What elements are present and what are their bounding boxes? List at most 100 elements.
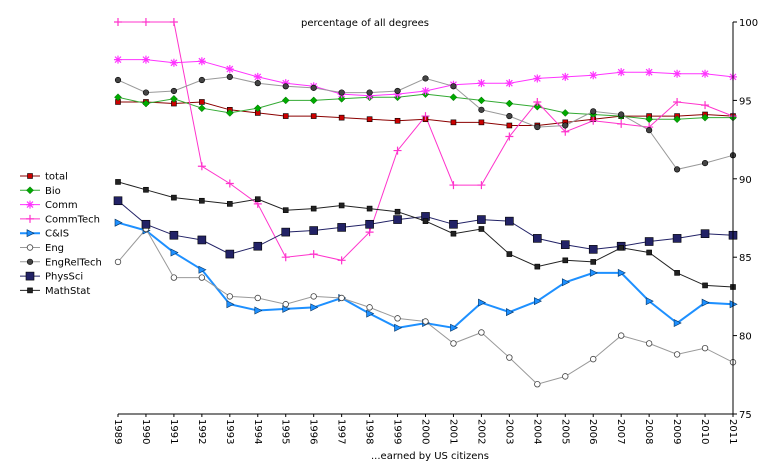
data-point: [673, 319, 682, 328]
y-tick-label: 80: [739, 332, 752, 343]
legend-marker: [26, 214, 34, 223]
data-point: [449, 93, 458, 102]
data-point: [281, 253, 290, 262]
y-axis: 75 80 85 90 95 100: [732, 18, 758, 421]
legend-marker: [25, 271, 35, 281]
data-point: [338, 89, 345, 96]
data-point: [338, 202, 345, 209]
data-point: [618, 244, 624, 251]
data-point: [310, 303, 319, 312]
data-point: [394, 87, 401, 95]
data-point: [646, 127, 653, 134]
x-tick-label: 2009: [671, 419, 682, 444]
data-point: [673, 351, 681, 358]
data-point: [226, 300, 235, 309]
legend-marker: [26, 244, 34, 251]
x-axis-label: ...earned by US citizens: [371, 451, 489, 462]
data-point: [282, 207, 289, 213]
data-point: [115, 179, 121, 185]
data-point: [142, 99, 150, 108]
data-point: [533, 74, 542, 83]
series-line-eng: [117, 228, 734, 385]
data-point: [701, 344, 709, 352]
data-point: [673, 115, 681, 124]
data-point: [169, 18, 178, 26]
data-point: [169, 230, 179, 240]
data-point: [366, 309, 375, 318]
data-point: [422, 218, 429, 224]
x-tick-label: 1992: [196, 419, 207, 444]
data-point: [561, 127, 570, 136]
x-tick-label: 1991: [168, 419, 179, 444]
data-point: [199, 99, 205, 105]
data-point: [198, 265, 207, 274]
data-point: [227, 201, 233, 207]
y-tick-label: 95: [739, 96, 752, 107]
data-point: [646, 249, 652, 256]
x-tick-label: 1995: [280, 419, 291, 444]
data-point: [310, 293, 317, 300]
x-tick-label: 1990: [140, 419, 151, 444]
data-point: [170, 87, 178, 95]
x-tick-label: 1998: [364, 419, 375, 444]
data-point: [114, 93, 122, 102]
data-point: [309, 96, 318, 105]
data-point: [505, 79, 514, 88]
data-point: [589, 268, 598, 277]
data-point: [617, 268, 626, 277]
data-point: [561, 109, 570, 117]
data-point: [198, 104, 206, 113]
data-point: [702, 282, 708, 289]
data-point: [533, 234, 542, 243]
legend-label: total: [45, 172, 68, 183]
data-point: [338, 114, 345, 121]
x-tick-label: 1997: [336, 419, 347, 444]
plot-markers: [113, 18, 738, 388]
x-tick-label: 2006: [587, 419, 598, 444]
data-point: [701, 160, 709, 167]
data-point: [281, 227, 291, 237]
data-point: [225, 249, 235, 259]
data-point: [310, 205, 317, 212]
data-point: [281, 96, 290, 105]
data-point: [644, 237, 654, 246]
legend-marker: [26, 186, 34, 195]
data-point: [506, 122, 513, 129]
data-point: [478, 226, 485, 232]
data-point: [114, 76, 122, 84]
data-point: [225, 109, 234, 117]
data-point: [673, 166, 681, 173]
data-point: [365, 228, 374, 237]
data-point: [366, 116, 373, 123]
data-point: [422, 318, 429, 325]
data-point: [394, 117, 401, 124]
data-point: [141, 18, 150, 26]
x-tick-label: 2011: [727, 419, 738, 444]
data-point: [701, 298, 710, 307]
legend-label: PhysSci: [45, 272, 83, 283]
data-point: [170, 94, 178, 103]
data-point: [701, 101, 710, 110]
data-point: [253, 241, 263, 251]
data-point: [478, 329, 485, 336]
data-point: [562, 257, 569, 264]
data-point: [450, 323, 459, 332]
data-point: [449, 219, 458, 229]
data-point: [170, 248, 179, 257]
data-point: [449, 181, 458, 190]
data-point: [282, 301, 289, 308]
data-point: [534, 263, 541, 270]
chart-title: percentage of all degrees: [301, 18, 429, 29]
data-point: [393, 90, 402, 99]
series-line-physsci: [117, 200, 734, 255]
legend-label: EngRelTech: [45, 257, 102, 268]
data-point: [645, 68, 654, 77]
data-point: [199, 197, 205, 204]
x-tick-label: 2000: [420, 419, 431, 444]
series-line-mathstat: [117, 181, 734, 288]
data-point: [141, 219, 151, 229]
data-point: [254, 306, 263, 315]
data-point: [309, 226, 318, 235]
data-point: [394, 323, 403, 332]
